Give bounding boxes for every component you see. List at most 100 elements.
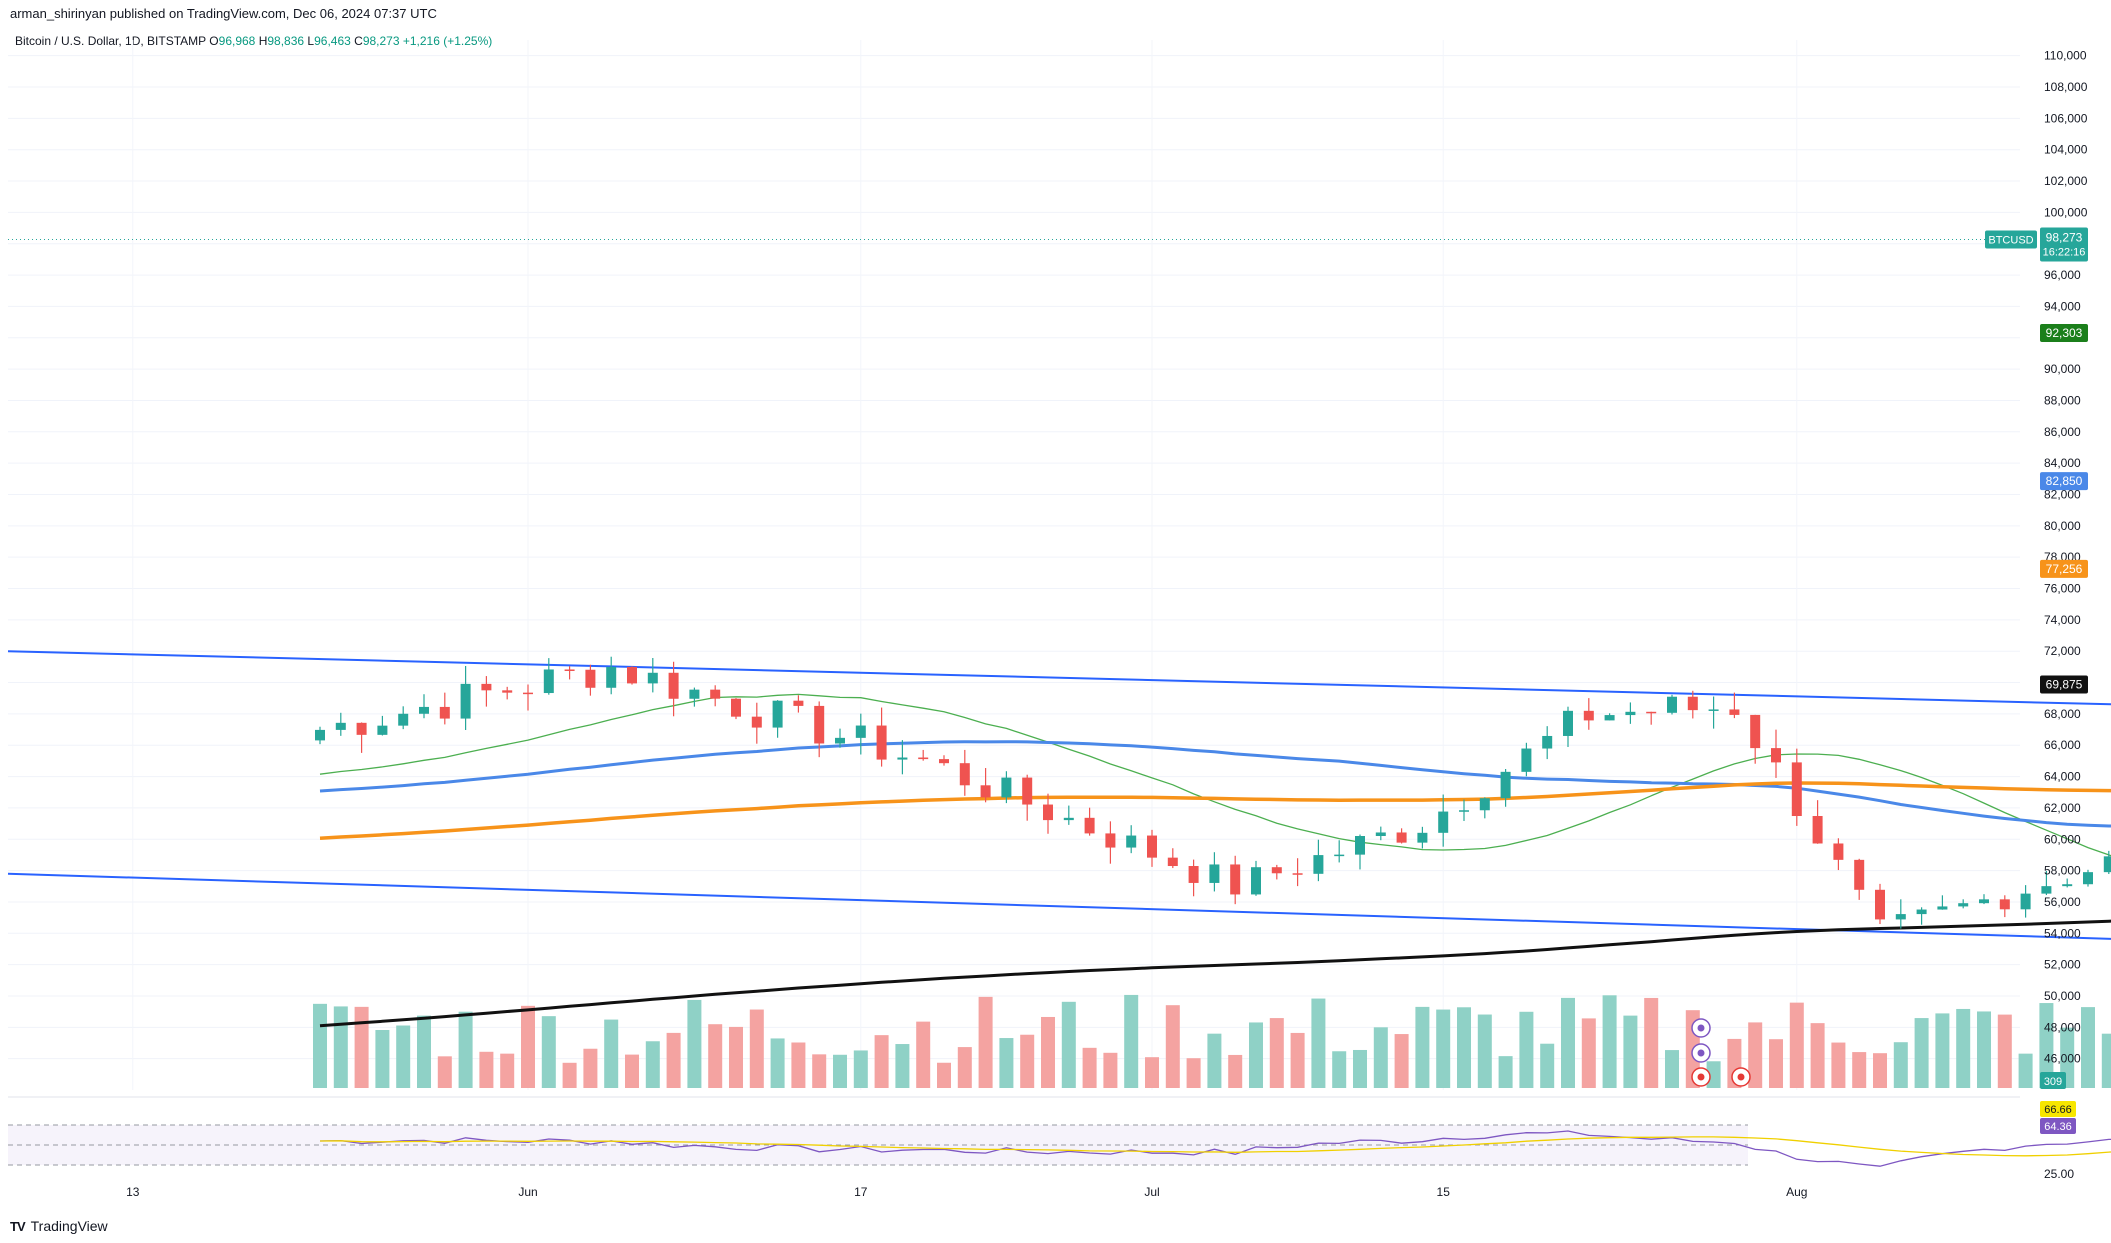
publisher-line: arman_shirinyan published on TradingView…: [10, 6, 437, 21]
event-icon-dot: [1737, 1073, 1745, 1081]
candle-body: [1438, 811, 1449, 833]
volume-bar: [1082, 1047, 1097, 1088]
moving-averages: [319, 693, 2111, 1028]
candle-body: [1063, 817, 1074, 821]
candle-body: [1771, 748, 1781, 763]
candle-body: [502, 690, 513, 693]
ma-last-ma20-bg: [2040, 324, 2088, 343]
candle-body: [1188, 866, 1199, 883]
candle-body: [1001, 777, 1012, 798]
candle-body: [710, 689, 721, 699]
volume-bar: [1041, 1016, 1055, 1088]
candle-body: [1022, 777, 1033, 805]
volume-bar: [1810, 1023, 1825, 1088]
rsi-line: [319, 1130, 2111, 1167]
candle-body: [1667, 696, 1677, 713]
volume-bar: [1228, 1054, 1243, 1088]
volume-bar: [1332, 1051, 1347, 1088]
volume-bar: [1706, 1061, 1721, 1088]
volume-bar: [853, 1050, 868, 1088]
candle-body: [543, 669, 554, 694]
x-tick-label: 15: [1437, 1185, 1451, 1199]
rsi-pane: 66.66 64.36 25.00: [8, 1096, 2111, 1181]
y-tick-label: 74,000: [2044, 613, 2081, 627]
volume-bar: [1623, 1015, 1638, 1088]
volume-bar: [1831, 1042, 1846, 1088]
volume-bar: [1997, 1014, 2012, 1088]
volume-bar: [2101, 1033, 2111, 1088]
event-icon-dot: [1697, 1049, 1705, 1057]
candle-body: [523, 692, 533, 695]
candle-body: [1646, 711, 1657, 714]
volume-bar: [1457, 1007, 1471, 1088]
ma-last-ma50-bg: [2040, 472, 2088, 491]
rsi-ma-line: [319, 1136, 2111, 1157]
volume-bar: [812, 1054, 827, 1088]
candle-body: [1708, 709, 1719, 711]
volume-bar: [1914, 1018, 1929, 1088]
candle-body: [606, 666, 617, 688]
y-tick-label: 104,000: [2044, 143, 2088, 157]
candle-body: [2041, 886, 2052, 894]
x-tick-label: Aug: [1786, 1185, 1807, 1199]
volume-bar: [978, 996, 993, 1088]
candle-body: [1542, 735, 1553, 749]
y-tick-label: 110,000: [2044, 49, 2087, 63]
candle-body: [1334, 854, 1345, 857]
candle-body: [1396, 832, 1407, 843]
volume-bar: [1061, 1001, 1076, 1088]
volume-bar: [645, 1041, 660, 1088]
y-tick-label: 84,000: [2044, 456, 2081, 470]
volume-bar: [1665, 1050, 1679, 1088]
y-tick-label: 100,000: [2044, 205, 2088, 219]
volume-bar: [1769, 1039, 1783, 1088]
candle-body: [647, 672, 658, 684]
volume-bar: [1373, 1027, 1388, 1088]
candle-body: [1625, 711, 1636, 716]
rsi-ma-tag: 66.66: [2044, 1104, 2072, 1116]
y-tick-label: 88,000: [2044, 393, 2081, 407]
candle-body: [627, 666, 637, 684]
candle-body: [793, 700, 804, 706]
volume-bar: [770, 1038, 785, 1088]
candle-body: [356, 722, 367, 735]
candle-body: [1355, 836, 1365, 855]
volume-bar: [1103, 1052, 1118, 1088]
high-label: H: [258, 34, 268, 48]
volume-bar: [479, 1051, 494, 1088]
candle-body: [1105, 833, 1116, 848]
candle-body: [398, 713, 409, 726]
brand-name: TradingView: [30, 1218, 108, 1234]
symbol-legend: Bitcoin / U.S. Dollar, 1D, BITSTAMP O96,…: [15, 34, 492, 48]
volume-bar: [625, 1054, 639, 1088]
volume-bar: [833, 1054, 847, 1088]
x-tick-label: 17: [854, 1185, 868, 1199]
candle-body: [1750, 714, 1761, 749]
candle-body: [1521, 748, 1532, 772]
volume-bar: [874, 1035, 889, 1088]
rsi-tag-bg: [2040, 1118, 2076, 1134]
candle-body: [2020, 893, 2031, 910]
x-tick-label: Jul: [1144, 1185, 1159, 1199]
candle-body: [1313, 855, 1324, 874]
last-price-bg: [2040, 227, 2088, 262]
candle-body: [1459, 810, 1469, 812]
y-tick-label: 62,000: [2044, 801, 2081, 815]
price-axis: 110,000 108,000 106,000 104,000 102,000 100,0…: [2044, 49, 2088, 1066]
candle-body: [918, 757, 929, 760]
candle-body: [1999, 899, 2010, 910]
candle-body: [2062, 884, 2073, 887]
volume-bar: [354, 1006, 369, 1088]
y-tick-label: 106,000: [2044, 111, 2088, 125]
y-tick-label: 52,000: [2044, 958, 2081, 972]
ma-last-ma100-bg: [2040, 559, 2088, 578]
volume-bar: [729, 1026, 743, 1088]
volume-bar: [333, 1006, 348, 1088]
y-tick-label: 72,000: [2044, 644, 2081, 658]
close-value: 98,273: [362, 34, 400, 48]
volume-bar: [1394, 1034, 1409, 1088]
open-value: 96,968: [218, 34, 256, 48]
volume-bar: [1893, 1042, 1908, 1088]
volume-bar: [1311, 998, 1326, 1088]
